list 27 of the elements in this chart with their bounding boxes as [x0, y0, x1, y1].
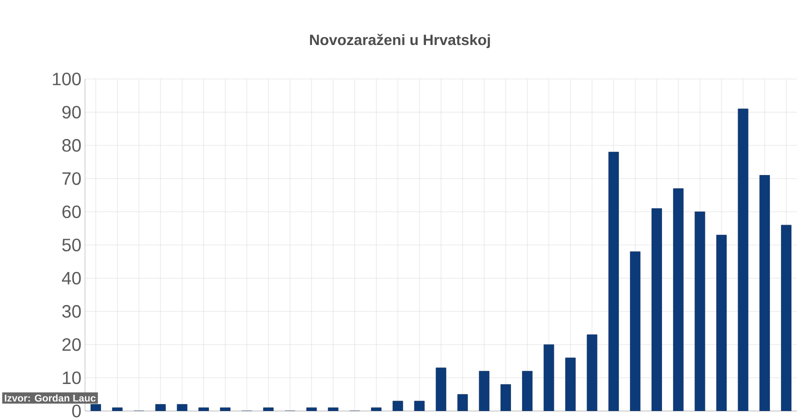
bar: [500, 384, 511, 411]
y-tick-label: 70: [62, 172, 81, 185]
bar: [716, 234, 727, 411]
y-tick-label: 90: [62, 106, 81, 119]
bar: [652, 208, 662, 411]
bar: [673, 188, 684, 411]
y-tick-label: 40: [62, 272, 81, 285]
y-tick-label: 10: [62, 371, 81, 384]
y-tick-label: 50: [62, 238, 81, 252]
bar: [781, 224, 792, 411]
y-tick-label: 30: [62, 305, 81, 318]
y-tick-label: 80: [62, 139, 81, 152]
bar: [738, 108, 748, 411]
bar: [522, 370, 533, 411]
bar: [478, 370, 490, 411]
bar: [694, 212, 706, 411]
chart-title: Novozaraženi u Hrvatskoj: [310, 34, 490, 48]
annotation: Izvor: Gordan Lauc: [4, 394, 96, 402]
y-tick-label: 60: [62, 205, 81, 218]
bar: [630, 251, 640, 411]
bar: [457, 394, 468, 411]
y-tick-label: 0: [72, 404, 81, 418]
y-tick-label: 20: [62, 338, 81, 351]
y-tick-label: 100: [52, 72, 81, 86]
bar: [759, 175, 770, 411]
bar: [544, 344, 554, 411]
bar: [608, 152, 619, 411]
